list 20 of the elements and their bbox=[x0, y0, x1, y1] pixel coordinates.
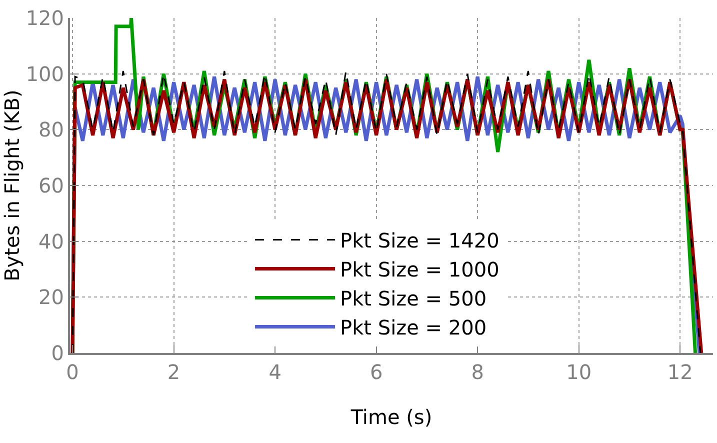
y-tick-label: 60 bbox=[38, 174, 64, 198]
x-tick-label: 8 bbox=[471, 360, 484, 384]
x-tick-label: 12 bbox=[667, 360, 693, 384]
y-tick-label: 120 bbox=[26, 6, 64, 30]
y-tick-label: 100 bbox=[26, 62, 64, 86]
x-tick-label: 6 bbox=[370, 360, 383, 384]
legend-label: Pkt Size = 200 bbox=[340, 316, 487, 340]
y-tick-label: 80 bbox=[38, 118, 64, 142]
x-axis-title: Time (s) bbox=[350, 405, 432, 429]
y-tick-label: 0 bbox=[51, 341, 64, 365]
x-tick-label: 10 bbox=[566, 360, 592, 384]
x-tick-label: 4 bbox=[268, 360, 282, 384]
y-tick-label: 40 bbox=[38, 229, 64, 254]
legend-label: Pkt Size = 1420 bbox=[340, 228, 500, 253]
x-tick-label: 0 bbox=[66, 360, 79, 384]
y-axis-title: Bytes in Flight (KB) bbox=[0, 90, 24, 282]
x-tick-label: 2 bbox=[167, 360, 180, 384]
y-tick-label: 20 bbox=[38, 285, 64, 310]
legend-label: Pkt Size = 500 bbox=[340, 286, 487, 311]
legend-label: Pkt Size = 1000 bbox=[340, 258, 500, 282]
